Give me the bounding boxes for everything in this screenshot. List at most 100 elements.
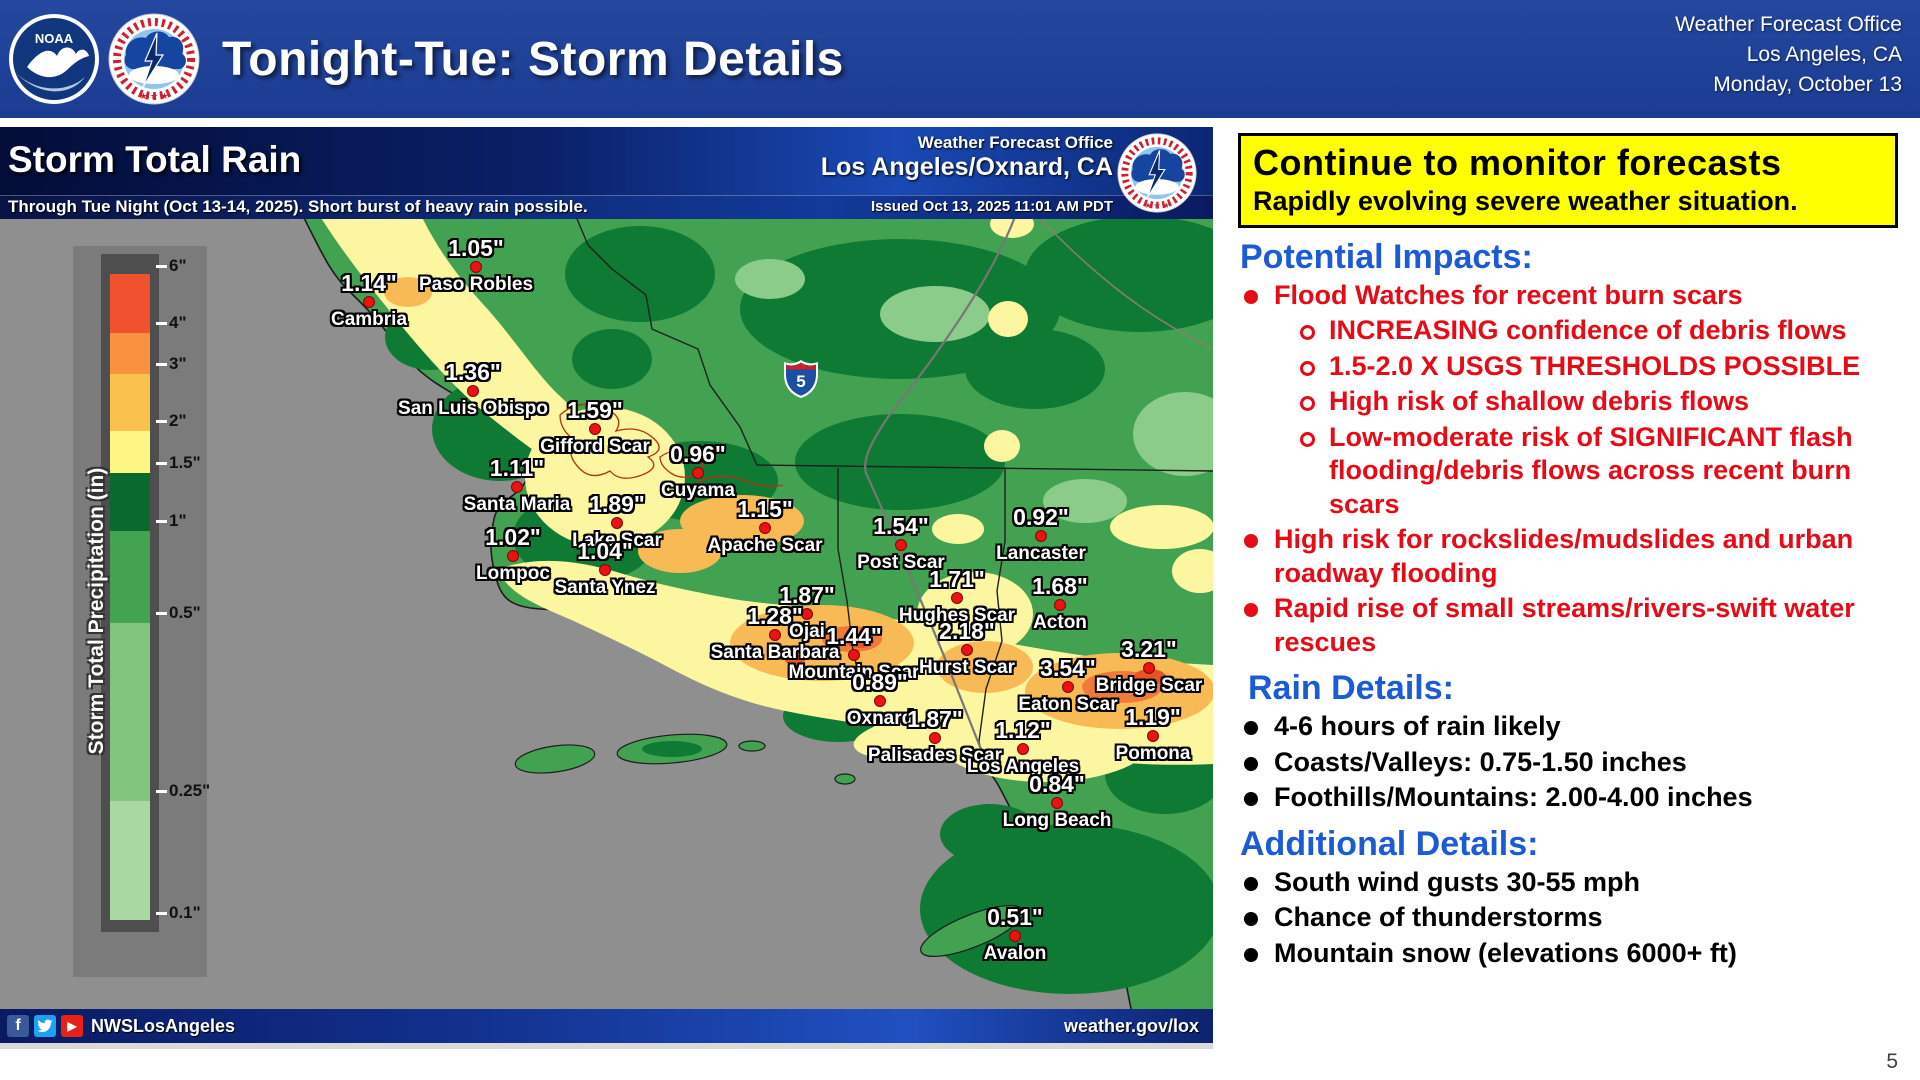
point-marker-icon xyxy=(1035,530,1047,542)
point-value: 1.44" xyxy=(826,623,882,649)
point-name: Paso Robles xyxy=(418,274,534,295)
bullet-item: South wind gusts 30-55 mph xyxy=(1238,866,1898,899)
legend-color-segment xyxy=(110,333,150,374)
hollow-bullet-icon xyxy=(1300,325,1315,341)
section-heading: Potential Impacts: xyxy=(1240,238,1533,276)
point-name: San Luis Obispo xyxy=(398,398,548,419)
point-value: 1.71" xyxy=(929,566,985,592)
point-marker-icon xyxy=(1017,743,1029,755)
point-value: 1.87" xyxy=(779,582,835,608)
point-value: 1.11" xyxy=(489,455,545,481)
bullet-text: Mountain snow (elevations 6000+ ft) xyxy=(1274,937,1737,968)
point-name: Hughes Scar xyxy=(898,605,1016,626)
sub-bullet-item: 1.5-2.0 X USGS THRESHOLDS POSSIBLE xyxy=(1238,350,1898,383)
point-marker-icon xyxy=(848,649,860,661)
legend-tick-label: 4" xyxy=(156,313,187,332)
point-name: Lake Scar xyxy=(572,530,662,551)
point-name: Lancaster xyxy=(996,543,1086,564)
precipitation-map: 5 6" 4" 3" 2" 1.5" 1" 0.5" 0.25" 0.1" Storm Tota… xyxy=(0,219,1213,1009)
map-office-city: Los Angeles/Oxnard, CA xyxy=(820,153,1113,181)
nws-logo-icon: ★ ★ ★ xyxy=(108,13,200,105)
bullet-icon xyxy=(1244,603,1258,618)
legend-color-segment xyxy=(110,623,150,801)
bullet-text: Chance of thunderstorms xyxy=(1274,902,1603,933)
bullet-text: 1.5-2.0 X USGS THRESHOLDS POSSIBLE xyxy=(1329,350,1861,381)
point-marker-icon xyxy=(895,539,907,551)
bullet-item: Coasts/Valleys: 0.75-1.50 inches xyxy=(1238,746,1898,779)
point-name: Ojai xyxy=(789,621,825,642)
nws-logo-icon xyxy=(1117,133,1197,213)
section-rain-details: Rain Details: 4-6 hours of rain likely Co… xyxy=(1238,669,1898,814)
bullet-text: Foothills/Mountains: 2.00-4.00 inches xyxy=(1274,782,1753,813)
sub-bullet-item: High risk of shallow debris flows xyxy=(1238,385,1898,418)
alert-subtext: Rapidly evolving severe weather situatio… xyxy=(1253,186,1798,216)
point-name: Post Scar xyxy=(857,552,945,573)
point-name: Apache Scar xyxy=(707,535,823,556)
point-value: 0.51" xyxy=(987,904,1043,930)
bullet-text: South wind gusts 30-55 mph xyxy=(1274,866,1641,897)
point-marker-icon xyxy=(511,481,523,493)
bullet-icon xyxy=(1244,534,1258,549)
point-marker-icon xyxy=(874,695,886,707)
bullet-text: Coasts/Valleys: 0.75-1.50 inches xyxy=(1274,746,1687,777)
point-marker-icon xyxy=(759,522,771,534)
svg-text:NOAA: NOAA xyxy=(35,31,74,46)
point-marker-icon xyxy=(470,261,482,273)
point-value: 1.87" xyxy=(907,706,963,732)
legend-title: Storm Total Precipitation (in) xyxy=(85,467,108,755)
point-value: 1.89" xyxy=(589,491,645,517)
noaa-logo-icon: NOAA xyxy=(9,14,99,104)
point-value: 2.18" xyxy=(939,618,995,644)
bullet-icon xyxy=(1244,876,1258,891)
bullet-item: Mountain snow (elevations 6000+ ft) xyxy=(1238,937,1898,970)
legend-colorbar xyxy=(110,264,150,920)
bullet-item: Foothills/Mountains: 2.00-4.00 inches xyxy=(1238,781,1898,814)
legend-frame xyxy=(101,254,159,932)
point-value: 1.68" xyxy=(1032,573,1088,599)
bullet-icon xyxy=(1244,756,1258,771)
website-url: weather.gov/lox xyxy=(1063,1015,1199,1036)
bullet-icon xyxy=(1244,290,1258,304)
sub-bullet-item: Low-moderate risk of SIGNIFICANT flash f… xyxy=(1238,421,1898,521)
interstate-5-shield-icon: 5 xyxy=(784,360,818,398)
point-marker-icon xyxy=(1062,681,1074,693)
bullet-text: High risk of shallow debris flows xyxy=(1329,386,1750,417)
office-city: Los Angeles, CA xyxy=(1746,42,1902,66)
bullet-item: Chance of thunderstorms xyxy=(1238,901,1898,934)
point-value: 3.21" xyxy=(1121,636,1177,662)
point-marker-icon xyxy=(363,296,375,308)
slide-title: Tonight-Tue: Storm Details xyxy=(222,32,844,86)
legend-tick-label: 6" xyxy=(156,256,187,275)
bullet-item: Rapid rise of small streams/rivers-swift… xyxy=(1238,592,1898,659)
point-name: Cuyama xyxy=(661,480,735,501)
legend-color-segment xyxy=(110,473,150,531)
legend-tick-label: 0.1" xyxy=(156,903,201,922)
hollow-bullet-icon xyxy=(1300,360,1315,376)
map-issued: Issued Oct 13, 2025 11:01 AM PDT xyxy=(870,198,1113,215)
alert-headline: Continue to monitor forecasts xyxy=(1253,142,1782,183)
point-value: 0.92" xyxy=(1013,504,1069,530)
point-marker-icon xyxy=(692,467,704,479)
point-marker-icon xyxy=(1009,930,1021,942)
slide-date: Monday, October 13 xyxy=(1713,72,1902,96)
bullet-item: 4-6 hours of rain likely xyxy=(1238,710,1898,743)
point-name: Pomona xyxy=(1115,743,1191,764)
point-value: 1.19" xyxy=(1125,704,1181,730)
bullet-item: Flood Watches for recent burn scars xyxy=(1238,279,1898,312)
bullet-list: South wind gusts 30-55 mph Chance of thun… xyxy=(1238,866,1898,970)
point-value: 1.04" xyxy=(577,538,633,564)
legend-color-segment xyxy=(110,801,150,920)
details-column: Continue to monitor forecasts Rapidly ev… xyxy=(1238,133,1898,972)
legend-tick-label: 0.25" xyxy=(155,781,211,800)
point-marker-icon xyxy=(769,629,781,641)
section-heading: Rain Details: xyxy=(1248,669,1454,708)
point-marker-icon xyxy=(1051,797,1063,809)
point-name: Oxnard xyxy=(846,708,914,729)
bullet-text: Rapid rise of small streams/rivers-swift… xyxy=(1274,593,1855,657)
point-value: 1.12" xyxy=(995,717,1051,743)
alert-banner: Continue to monitor forecasts Rapidly ev… xyxy=(1238,133,1898,228)
bullet-text: High risk for rockslides/mudslides and u… xyxy=(1274,524,1854,588)
point-value: 1.05" xyxy=(448,235,504,261)
slide-header: NOAA ★ ★ ★ Tonight-Tue: Storm Details We… xyxy=(0,0,1920,118)
